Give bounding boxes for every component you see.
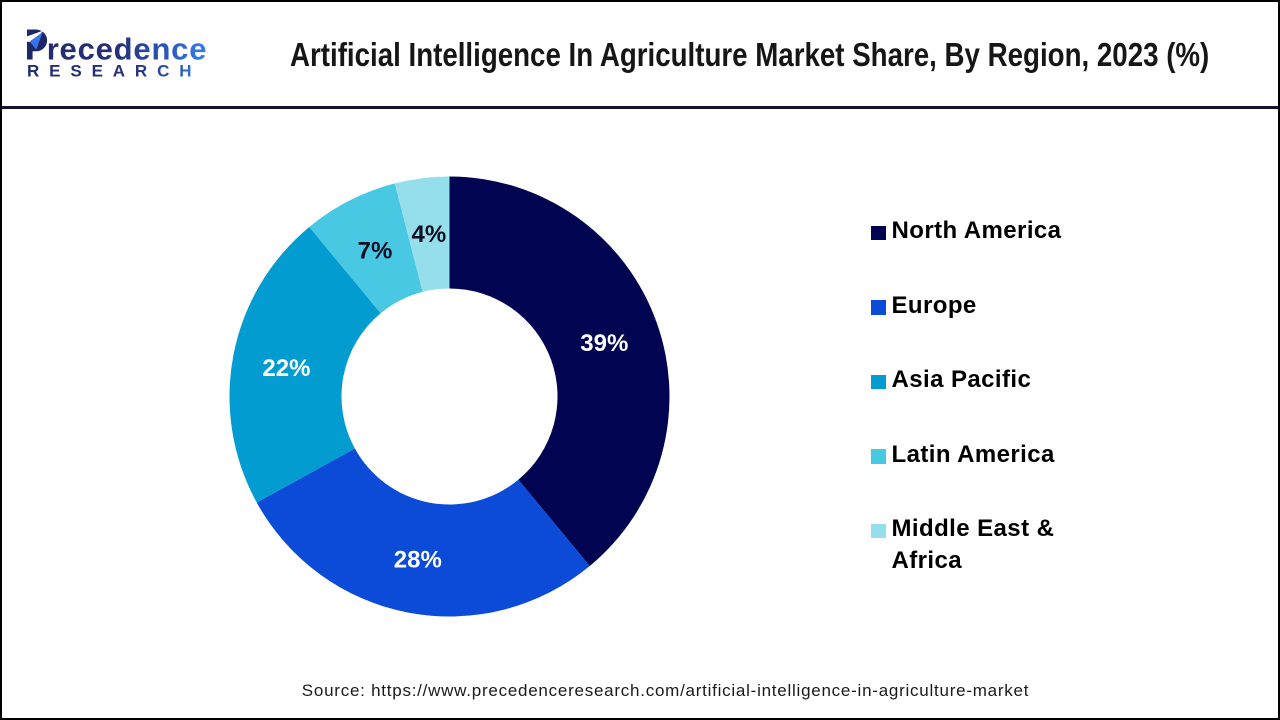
svg-text:recedence: recedence [47,31,208,66]
svg-text:39%: 39% [580,330,628,357]
svg-text:RESEARCH: RESEARCH [27,62,201,81]
svg-text:22%: 22% [262,354,310,381]
svg-text:28%: 28% [393,546,441,573]
svg-text:7%: 7% [357,237,392,264]
svg-text:4%: 4% [411,220,446,247]
